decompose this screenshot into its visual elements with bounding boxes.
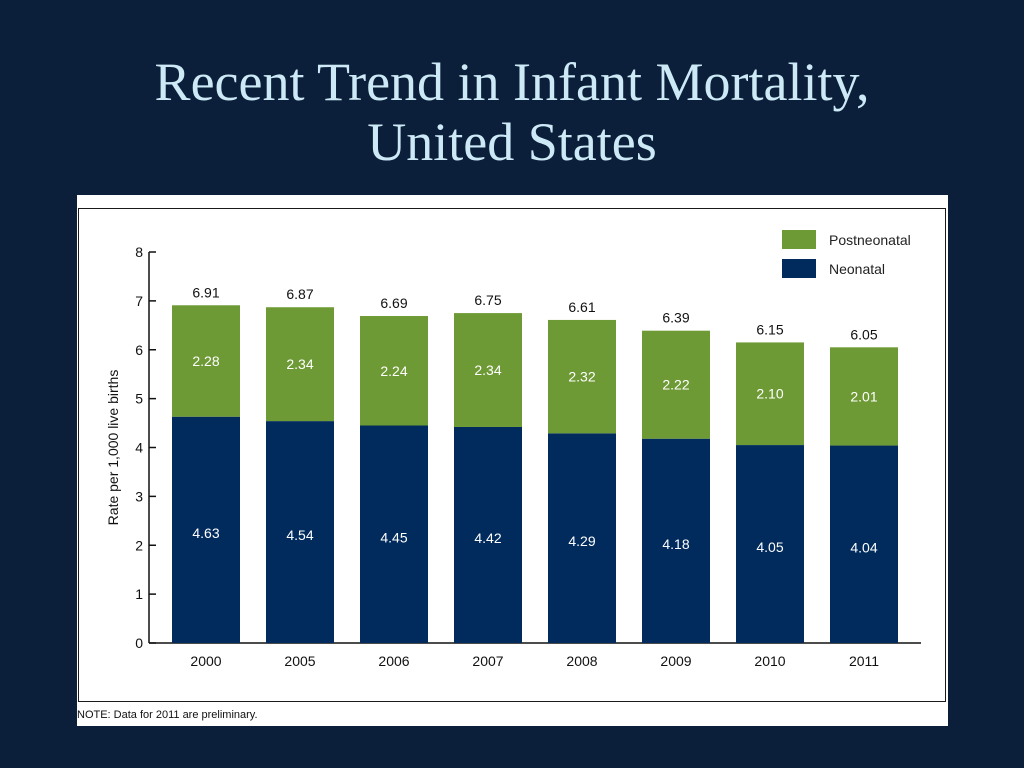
legend-label-neonatal: Neonatal xyxy=(829,261,885,277)
total-value-label: 6.05 xyxy=(850,326,877,342)
bar-postneonatal xyxy=(454,313,522,427)
stacked-bar-chart: 0 1 2 3 4 5 6 7 8 Rate per 1,000 live births 6.91 2… xyxy=(105,230,921,669)
neonatal-value-label: 4.45 xyxy=(380,529,407,545)
total-value-label: 6.61 xyxy=(568,299,595,315)
y-tick-label: 2 xyxy=(135,537,143,553)
bar-neonatal xyxy=(266,421,334,643)
y-tick-label: 3 xyxy=(135,488,143,504)
y-tick-label: 7 xyxy=(135,293,143,309)
bar-neonatal xyxy=(454,426,522,643)
bar-neonatal xyxy=(642,438,710,643)
x-tick-label: 2010 xyxy=(754,653,785,669)
postneonatal-value-label: 2.24 xyxy=(380,363,407,379)
postneonatal-value-label: 2.10 xyxy=(756,386,783,402)
total-value-label: 6.39 xyxy=(662,310,689,326)
neonatal-value-label: 4.63 xyxy=(192,525,219,541)
bar-neonatal xyxy=(360,425,428,643)
postneonatal-value-label: 2.28 xyxy=(192,353,219,369)
y-tick-label: 8 xyxy=(135,244,143,260)
y-tick-label: 1 xyxy=(135,586,143,602)
x-tick-label: 2008 xyxy=(566,653,597,669)
bar-neonatal xyxy=(548,433,616,643)
postneonatal-value-label: 2.22 xyxy=(662,377,689,393)
x-tick-label: 2006 xyxy=(378,653,409,669)
total-value-label: 6.75 xyxy=(474,292,501,308)
postneonatal-value-label: 2.34 xyxy=(286,356,313,372)
neonatal-value-label: 4.18 xyxy=(662,536,689,552)
total-value-label: 6.15 xyxy=(756,321,783,337)
x-tick-label: 2000 xyxy=(190,653,221,669)
y-tick-label: 6 xyxy=(135,342,143,358)
bar-postneonatal xyxy=(830,347,898,446)
x-tick-label: 2005 xyxy=(284,653,315,669)
x-tick-label: 2011 xyxy=(849,653,879,669)
bar-neonatal xyxy=(172,416,240,643)
slide-title-line-2: United States xyxy=(367,112,657,172)
legend-label-postneonatal: Postneonatal xyxy=(829,232,911,248)
total-value-label: 6.69 xyxy=(380,295,407,311)
figure-note: NOTE: Data for 2011 are preliminary. xyxy=(77,709,258,721)
bar-neonatal xyxy=(736,445,804,643)
postneonatal-value-label: 2.32 xyxy=(568,369,595,385)
neonatal-value-label: 4.42 xyxy=(474,530,501,546)
bar-postneonatal xyxy=(736,342,804,446)
slide-title-line-1: Recent Trend in Infant Mortality, xyxy=(154,52,870,112)
x-tick-label: 2009 xyxy=(660,653,691,669)
x-tick-label: 2007 xyxy=(472,653,503,669)
bar-neonatal xyxy=(830,445,898,643)
y-tick-label: 0 xyxy=(135,635,143,651)
neonatal-value-label: 4.54 xyxy=(286,527,313,543)
y-axis-label: Rate per 1,000 live births xyxy=(105,370,121,526)
postneonatal-value-label: 2.34 xyxy=(474,362,501,378)
postneonatal-value-label: 2.01 xyxy=(850,388,877,404)
bar-postneonatal xyxy=(548,319,616,434)
total-value-label: 6.87 xyxy=(286,286,313,302)
bar-postneonatal xyxy=(172,305,240,417)
y-tick-label: 5 xyxy=(135,391,143,407)
neonatal-value-label: 4.29 xyxy=(568,533,595,549)
neonatal-value-label: 4.04 xyxy=(850,539,877,555)
y-tick-label: 4 xyxy=(135,440,143,456)
legend-swatch-postneonatal xyxy=(782,230,816,249)
bar-postneonatal xyxy=(642,330,710,439)
total-value-label: 6.91 xyxy=(192,284,219,300)
chart-figure: 0 1 2 3 4 5 6 7 8 Rate per 1,000 live births 6.91 2… xyxy=(77,195,948,726)
neonatal-value-label: 4.05 xyxy=(756,539,783,555)
legend-swatch-neonatal xyxy=(782,259,816,278)
bar-postneonatal xyxy=(266,307,334,422)
bar-postneonatal xyxy=(360,316,428,426)
slide-title: Recent Trend in Infant Mortality, United… xyxy=(0,52,1024,172)
